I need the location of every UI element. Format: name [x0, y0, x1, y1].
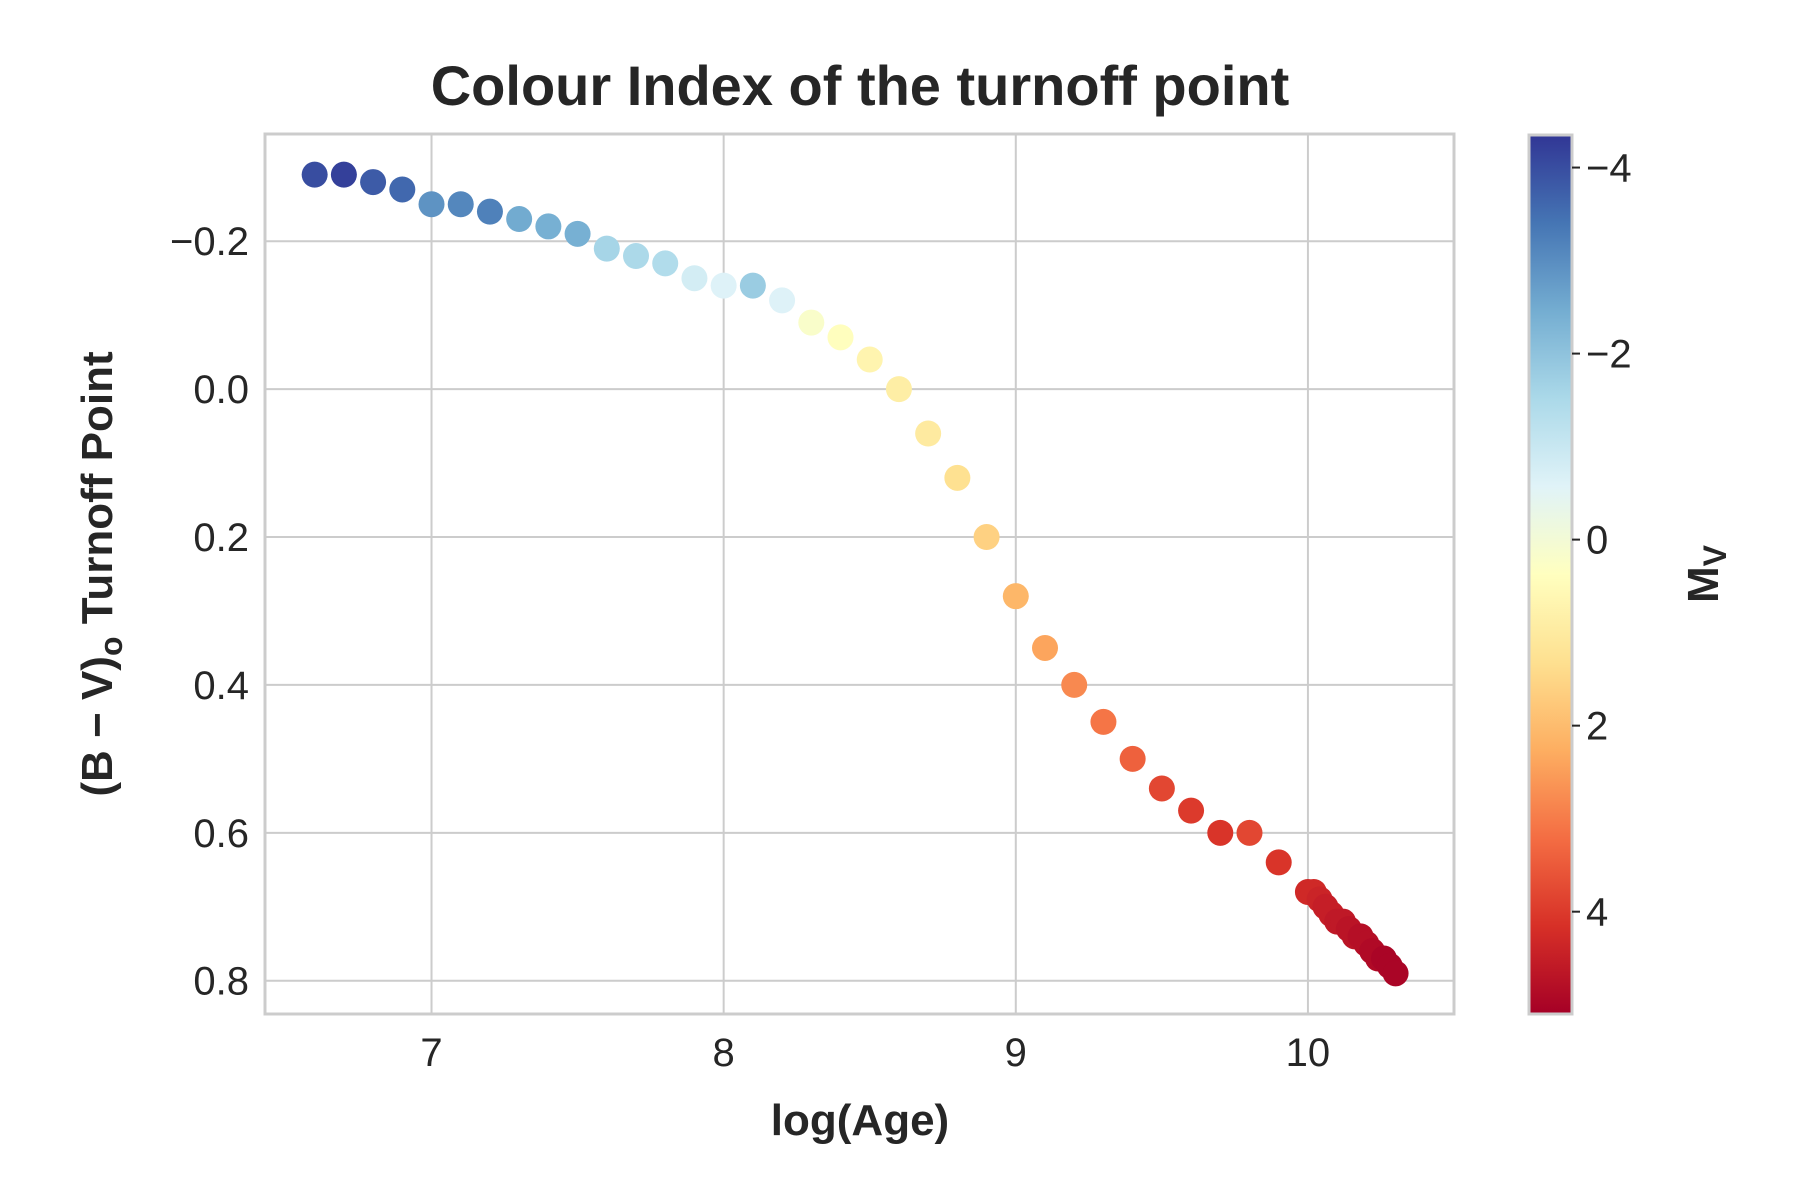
data-point — [476, 198, 503, 225]
x-tick-label: 8 — [713, 1031, 735, 1075]
data-point — [1090, 708, 1117, 735]
data-point — [1178, 797, 1205, 824]
y-axis-ticks: −0.2 0.0 0.2 0.4 0.6 0.8 — [170, 220, 249, 1003]
data-point — [827, 324, 854, 351]
grid — [265, 134, 1454, 1014]
data-point — [739, 272, 766, 299]
x-axis-label: log(Age) — [771, 1096, 949, 1145]
data-point — [418, 191, 445, 218]
y-tick-label: 0.0 — [193, 368, 249, 412]
colorbar-tick-label: 4 — [1586, 891, 1608, 935]
y-axis-label: (B − V)o Turnoff Point — [73, 351, 129, 797]
y-tick-label: 0.2 — [193, 516, 249, 560]
chart-title: Colour Index of the turnoff point — [431, 54, 1290, 117]
colorbar-label-main: M — [1679, 566, 1728, 603]
data-point — [856, 346, 883, 373]
data-point — [710, 272, 737, 299]
colorbar — [1527, 133, 1574, 1016]
data-point — [885, 376, 912, 403]
data-point — [1265, 849, 1292, 876]
data-point — [1119, 745, 1146, 772]
colorbar-tick-label: 0 — [1586, 519, 1608, 563]
colorbar-tick-label: −2 — [1586, 333, 1632, 377]
colorbar-tick-label: −4 — [1586, 147, 1632, 191]
y-tick-label: 0.6 — [193, 812, 249, 856]
data-point — [301, 161, 328, 188]
x-tick-label: 9 — [1005, 1031, 1027, 1075]
plot-frame — [263, 132, 1456, 1016]
y-axis-label-rest: Turnoff Point — [73, 351, 122, 636]
y-tick-label: 0.8 — [193, 960, 249, 1004]
data-point — [915, 420, 942, 447]
y-axis-label-main: (B − V) — [73, 656, 122, 797]
data-point — [1236, 819, 1263, 846]
data-point — [1148, 775, 1175, 802]
x-tick-label: 10 — [1286, 1031, 1331, 1075]
data-point — [973, 524, 1000, 551]
data-point — [1061, 671, 1088, 698]
data-point — [564, 220, 591, 247]
data-point — [1002, 583, 1029, 610]
data-point — [1382, 960, 1409, 987]
colorbar-ticks: −4 −2 0 2 4 — [1572, 147, 1632, 935]
colorbar-label: MV — [1679, 544, 1733, 603]
y-tick-label: 0.4 — [193, 664, 249, 708]
colorbar-label-subscript: V — [1697, 544, 1733, 566]
data-point — [535, 213, 562, 240]
y-tick-label: −0.2 — [170, 220, 249, 264]
data-point — [681, 265, 708, 292]
data-point — [330, 161, 357, 188]
colorbar-tick-label: 2 — [1586, 705, 1608, 749]
y-axis-label-subscript: o — [93, 636, 129, 656]
data-point — [1207, 819, 1234, 846]
x-axis-ticks: 7 8 9 10 — [420, 1031, 1330, 1075]
data-point — [798, 309, 825, 336]
data-point — [360, 169, 387, 196]
data-point — [447, 191, 474, 218]
data-points — [301, 161, 1409, 987]
data-point — [769, 287, 796, 314]
data-point — [506, 206, 533, 233]
data-point — [623, 243, 650, 270]
data-point — [593, 235, 620, 262]
data-point — [944, 464, 971, 491]
data-point — [389, 176, 416, 203]
data-point — [1032, 634, 1059, 661]
data-point — [652, 250, 679, 277]
x-tick-label: 7 — [420, 1031, 442, 1075]
